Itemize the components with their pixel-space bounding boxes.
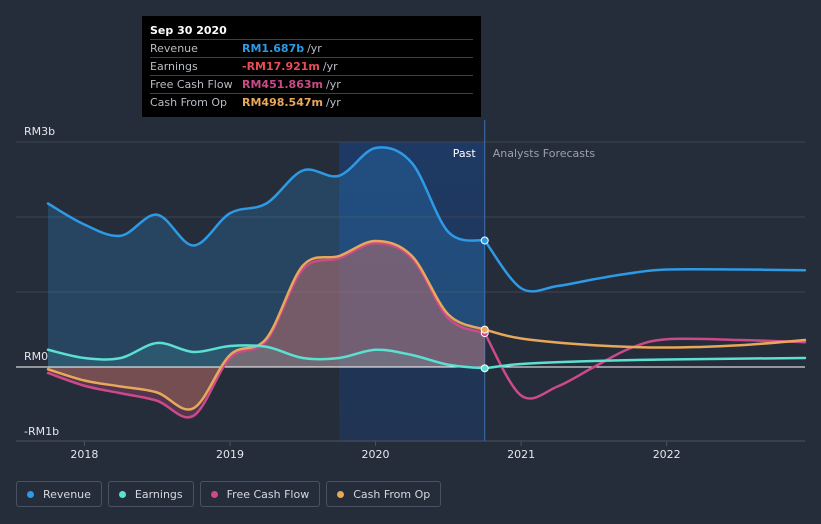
- series-line-earnings: [46, 341, 486, 370]
- legend-earnings-button[interactable]: Earnings: [107, 481, 194, 507]
- x-tick-label: 2019: [216, 448, 244, 461]
- x-tick-label: 2020: [362, 448, 390, 461]
- series-line-cash-from-op: [46, 239, 486, 411]
- tooltip-label: Revenue: [150, 42, 198, 55]
- legend-dot-icon: [337, 490, 345, 498]
- area-free-cash-flow: [48, 243, 485, 418]
- tooltip-label: Earnings: [150, 60, 198, 73]
- marker-revenue: [480, 236, 489, 245]
- past-label: Past: [453, 147, 477, 160]
- legend-dot-icon: [27, 490, 34, 498]
- forecast-line-earnings: [483, 356, 807, 370]
- tooltip-label: Free Cash Flow: [150, 78, 233, 91]
- marker-earnings: [480, 364, 489, 373]
- legend-dot-icon: [210, 490, 218, 498]
- forecast-label: Analysts Forecasts: [493, 147, 596, 160]
- legend-free-cash-flow-button[interactable]: Free Cash Flow: [199, 481, 321, 507]
- data-tooltip: Sep 30 2020 Revenue RM1.687b /yr Earning…: [142, 16, 481, 117]
- legend-label: Earnings: [134, 487, 183, 501]
- tooltip-value-free-cash-flow: RM451.863m: [242, 78, 323, 91]
- series-line-revenue: [46, 146, 486, 247]
- chart-legend: Revenue Earnings Free Cash Flow Cash Fro…: [16, 481, 442, 507]
- forecast-line-revenue: [483, 239, 807, 293]
- tooltip-value-cash-from-op: RM498.547m: [242, 96, 323, 109]
- series-line-free-cash-flow: [46, 241, 486, 419]
- tooltip-date: Sep 30 2020: [150, 24, 227, 37]
- tooltip-row-cash-from-op: Cash From Op RM498.547m /yr: [150, 93, 473, 111]
- x-tick-label: 2021: [507, 448, 535, 461]
- tooltip-row-earnings: Earnings -RM17.921m /yr: [150, 57, 473, 75]
- forecast-line-free-cash-flow: [483, 331, 807, 400]
- area-earnings: [48, 342, 485, 369]
- legend-dot-icon: [118, 490, 126, 498]
- tooltip-value-revenue: RM1.687b: [242, 42, 305, 55]
- tooltip-value-earnings: -RM17.921m: [242, 60, 320, 73]
- legend-label: Free Cash Flow: [226, 487, 310, 501]
- legend-revenue-button[interactable]: Revenue: [16, 481, 102, 507]
- tooltip-unit: /yr: [307, 42, 322, 55]
- y-tick-label: RM0: [24, 350, 48, 363]
- tooltip-unit: /yr: [325, 78, 341, 91]
- forecast-line-cash-from-op: [483, 328, 807, 349]
- legend-label: Cash From Op: [353, 487, 431, 501]
- y-tick-label: RM3b: [24, 125, 55, 138]
- tooltip-unit: /yr: [325, 96, 341, 109]
- legend-cash-from-op-button[interactable]: Cash From Op: [326, 481, 442, 507]
- tooltip-label: Cash From Op: [150, 96, 228, 109]
- area-revenue: [48, 147, 485, 367]
- tooltip-row-revenue: Revenue RM1.687b /yr: [150, 39, 473, 57]
- marker-cash-from-op: [480, 325, 489, 334]
- x-tick-label: 2018: [70, 448, 98, 461]
- y-tick-label: -RM1b: [24, 425, 59, 438]
- tooltip-unit: /yr: [322, 60, 338, 73]
- tooltip-row-free-cash-flow: Free Cash Flow RM451.863m /yr: [150, 75, 473, 93]
- x-tick-label: 2022: [653, 448, 681, 461]
- legend-label: Revenue: [43, 487, 91, 501]
